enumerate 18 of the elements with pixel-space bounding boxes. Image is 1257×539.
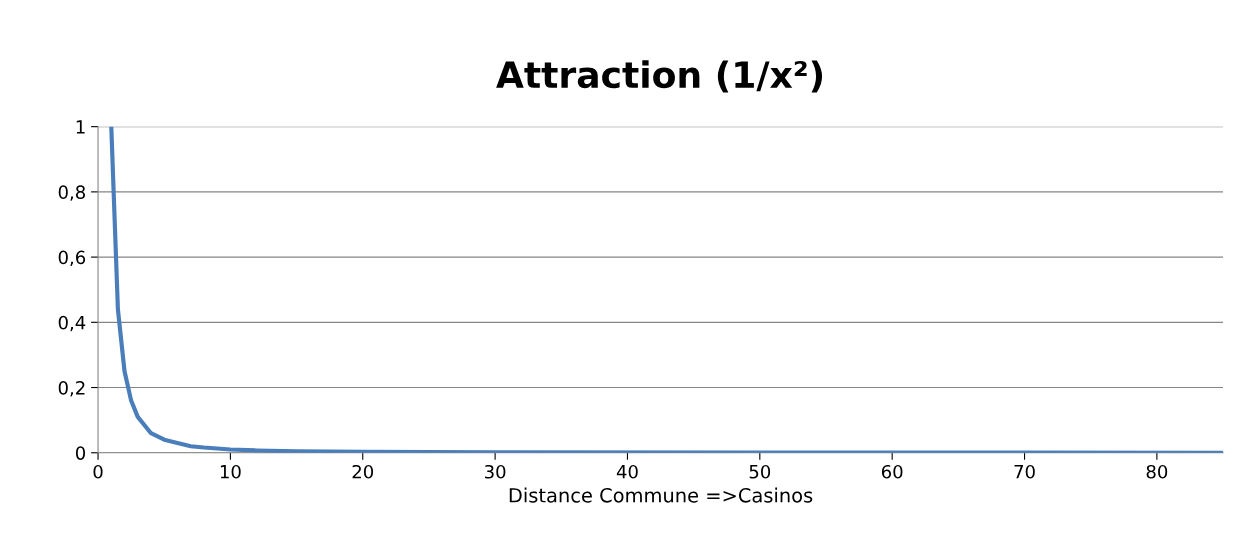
- y-tick-label: 0,8: [58, 185, 86, 201]
- chart-title: Attraction (1/x²): [496, 60, 823, 93]
- x-tick-label: 40: [616, 464, 638, 479]
- y-tick-label: 0,4: [58, 315, 86, 332]
- line-series: [109, 126, 1224, 453]
- x-tick-label: 70: [1014, 464, 1035, 479]
- x-tick-label: 0: [93, 464, 103, 479]
- x-tick-label: 20: [352, 464, 374, 479]
- y-tick-label: 0,2: [58, 381, 85, 397]
- y-tick-label: 0,6: [58, 250, 86, 267]
- y-tick-label: 0: [75, 446, 86, 460]
- x-tick-label: 60: [881, 464, 903, 479]
- y-tick-label: 1: [76, 120, 85, 134]
- x-tick-label: 30: [485, 464, 506, 479]
- x-tick-label: 50: [749, 464, 771, 479]
- x-tick-label: 10: [220, 464, 241, 479]
- x-tick-label: 80: [1146, 464, 1168, 479]
- x-axis-title: Distance Commune =>Casinos: [509, 487, 813, 503]
